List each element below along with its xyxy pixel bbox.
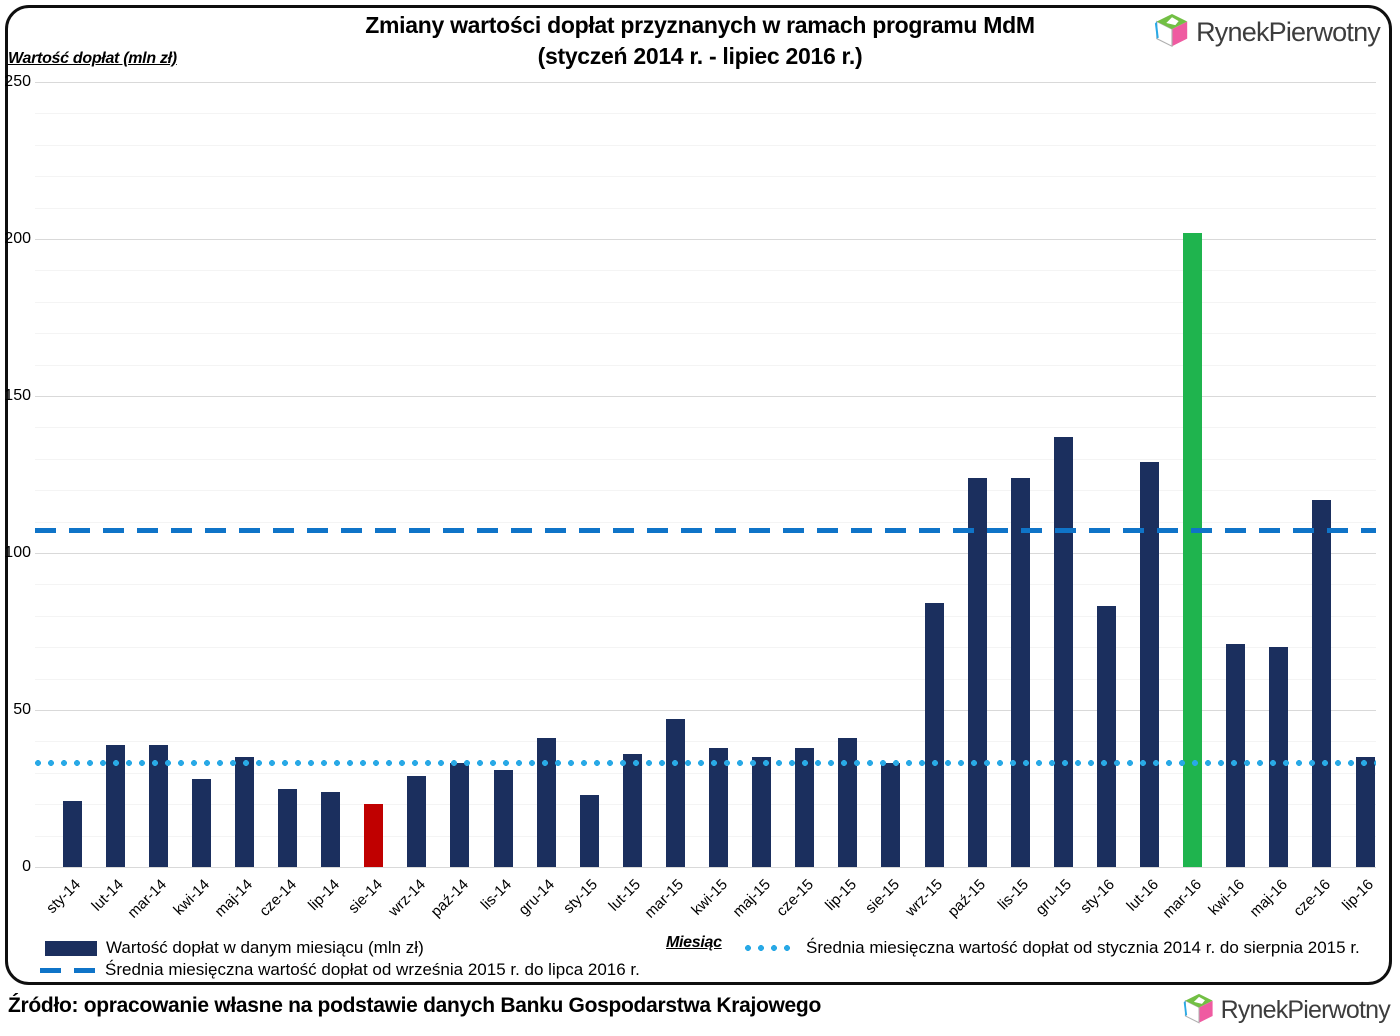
bar-maj-14 (234, 757, 254, 867)
bar-lip-14 (321, 791, 341, 867)
gridline-minor (35, 584, 1376, 586)
gridline-minor (35, 521, 1376, 523)
gridline-major (35, 82, 1376, 83)
bar-cze-14 (278, 788, 297, 867)
bar-mar-16 (1183, 232, 1203, 867)
chart-title-line1: Zmiany wartości dopłat przyznanych w ram… (365, 12, 1035, 38)
legend-dotted-line-swatch (745, 945, 797, 951)
bar-mar-15 (665, 719, 685, 867)
bar-sty-15 (579, 794, 599, 867)
gridline-minor (35, 207, 1376, 209)
gridline-major (35, 867, 1376, 868)
rynekpierwotny-logo-text: RynekPierwotny (1220, 995, 1391, 1024)
rynekpierwotny-logo-text: RynekPierwotny (1196, 16, 1381, 47)
bar-sty-14 (62, 801, 82, 867)
bar-wrz-14 (407, 775, 427, 867)
gridline-minor (35, 804, 1376, 806)
avg-line-dotted (35, 760, 1376, 767)
rynekpierwotny-logo-bottom: RynekPierwotny (1182, 993, 1391, 1027)
gridline-minor (35, 176, 1376, 178)
y-tick-label: 150 (4, 387, 31, 404)
gridline-minor (35, 835, 1376, 837)
gridline-minor (35, 301, 1376, 303)
bar-lip-15 (838, 738, 858, 867)
bar-kwi-14 (191, 779, 211, 867)
gridline-minor (35, 615, 1376, 617)
bar-paź-15 (967, 477, 987, 867)
gridline-major (35, 710, 1376, 711)
bar-lut-16 (1140, 461, 1159, 867)
bar-kwi-16 (1226, 644, 1246, 867)
x-axis-title: Miesiąc (666, 934, 722, 951)
gridline-minor (35, 113, 1376, 115)
bar-paź-14 (450, 763, 470, 867)
bar-mar-14 (148, 744, 168, 867)
bar-lis-15 (1010, 477, 1030, 867)
bar-gru-15 (1053, 436, 1073, 867)
bar-wrz-15 (924, 603, 944, 867)
gridline-minor (35, 427, 1376, 429)
legend-dashed-label: Średnia miesięczna wartość dopłat od wrz… (105, 960, 640, 979)
gridline-minor (35, 364, 1376, 366)
gridline-major (35, 553, 1376, 554)
bar-maj-15 (752, 757, 772, 867)
gridline-major (35, 396, 1376, 397)
legend-item-dotted-avg: Średnia miesięczna wartość dopłat od sty… (745, 938, 1360, 958)
bar-lut-15 (622, 753, 642, 867)
y-axis-title: Wartość dopłat (mln zł) (8, 50, 177, 67)
legend-item-dashed-avg: Średnia miesięczna wartość dopłat od wrz… (40, 960, 640, 980)
bar-sty-16 (1096, 606, 1116, 867)
rynekpierwotny-logo-top: RynekPierwotny (1153, 13, 1381, 51)
gridline-minor (35, 270, 1376, 272)
gridline-major (35, 239, 1376, 240)
bar-lis-14 (493, 769, 513, 867)
legend-bars-label: Wartość dopłat w danym miesiącu (mln zł) (106, 938, 424, 957)
gridline-minor (35, 333, 1376, 335)
rynekpierwotny-cube-icon (1183, 993, 1213, 1024)
chart-title: Zmiany wartości dopłat przyznanych w ram… (0, 10, 1400, 72)
gridline-minor (35, 647, 1376, 649)
legend-bar-swatch (45, 940, 97, 956)
legend-dotted-label: Średnia miesięczna wartość dopłat od sty… (806, 938, 1360, 957)
plot-area: 0 50 100 150 200 250 sty-14 lut-14 mar-14 kwi-14 m… (4, 74, 1377, 922)
bar-sie-14 (364, 804, 384, 867)
bar-sie-15 (881, 763, 901, 867)
avg-line-dashed (35, 528, 1376, 534)
gridline-minor (35, 458, 1376, 460)
bar-lut-14 (105, 744, 125, 867)
legend-dashed-line-swatch (40, 967, 96, 973)
bar-lip-16 (1355, 757, 1375, 867)
gridline-minor (35, 144, 1376, 146)
source-attribution: Źródło: opracowanie własne na podstawie … (8, 994, 821, 1017)
chart-title-line2: (styczeń 2014 r. - lipiec 2016 r.) (537, 43, 863, 69)
y-tick-label: 50 (13, 701, 31, 718)
bar-kwi-15 (709, 747, 728, 867)
bar-maj-16 (1269, 647, 1289, 867)
bar-gru-14 (536, 738, 556, 867)
gridline-minor (35, 772, 1376, 774)
y-tick-label: 200 (4, 230, 31, 247)
legend-item-bars: Wartość dopłat w danym miesiącu (mln zł) (45, 938, 424, 958)
rynekpierwotny-cube-icon (1155, 13, 1188, 48)
bar-cze-16 (1312, 499, 1332, 867)
gridline-minor (35, 678, 1376, 680)
gridline-minor (35, 741, 1376, 743)
bar-cze-15 (795, 747, 815, 867)
y-tick-label: 250 (4, 73, 31, 90)
y-tick-label: 100 (4, 544, 31, 561)
y-tick-label: 0 (22, 858, 31, 875)
gridline-minor (35, 490, 1376, 492)
